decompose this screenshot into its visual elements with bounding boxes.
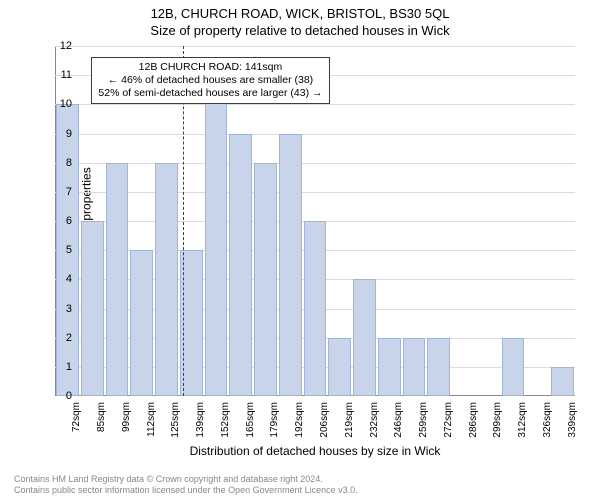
y-tick-label: 1 bbox=[66, 361, 72, 373]
y-tick-label: 2 bbox=[66, 332, 72, 344]
bar bbox=[254, 163, 277, 396]
y-tick-label: 3 bbox=[66, 303, 72, 315]
x-tick-label: 232sqm bbox=[369, 402, 380, 442]
x-tick-label: 286sqm bbox=[468, 402, 479, 442]
x-tick-label: 299sqm bbox=[492, 402, 503, 442]
x-tick-label: 125sqm bbox=[170, 402, 181, 442]
x-tick-label: 326sqm bbox=[542, 402, 553, 442]
bar bbox=[229, 134, 252, 397]
gridline bbox=[55, 163, 575, 164]
chart-subtitle: Size of property relative to detached ho… bbox=[0, 21, 600, 38]
x-tick-label: 259sqm bbox=[418, 402, 429, 442]
footer-line1: Contains HM Land Registry data © Crown c… bbox=[14, 474, 358, 485]
footer-line2: Contains public sector information licen… bbox=[14, 485, 358, 496]
y-tick-label: 0 bbox=[66, 390, 72, 402]
x-tick-label: 152sqm bbox=[220, 402, 231, 442]
bar bbox=[502, 338, 525, 396]
bar bbox=[130, 250, 153, 396]
chart-title: 12B, CHURCH ROAD, WICK, BRISTOL, BS30 5Q… bbox=[0, 0, 600, 21]
y-tick-label: 9 bbox=[66, 128, 72, 140]
y-tick-label: 5 bbox=[66, 244, 72, 256]
x-tick-label: 139sqm bbox=[195, 402, 206, 442]
y-tick-label: 7 bbox=[66, 186, 72, 198]
bar bbox=[353, 279, 376, 396]
annotation-box: 12B CHURCH ROAD: 141sqm← 46% of detached… bbox=[91, 57, 329, 104]
footer-attribution: Contains HM Land Registry data © Crown c… bbox=[14, 474, 358, 496]
y-tick-label: 12 bbox=[60, 40, 72, 52]
bar bbox=[427, 338, 450, 396]
bar bbox=[106, 163, 129, 396]
x-tick-label: 312sqm bbox=[517, 402, 528, 442]
x-tick-label: 246sqm bbox=[393, 402, 404, 442]
x-tick-label: 272sqm bbox=[443, 402, 454, 442]
x-tick-label: 179sqm bbox=[269, 402, 280, 442]
gridline bbox=[55, 46, 575, 47]
gridline bbox=[55, 192, 575, 193]
y-tick-label: 10 bbox=[60, 98, 72, 110]
y-tick-label: 11 bbox=[61, 69, 72, 81]
y-tick-label: 4 bbox=[66, 273, 72, 285]
annotation-line: 52% of semi-detached houses are larger (… bbox=[98, 87, 322, 100]
bar bbox=[551, 367, 574, 396]
bar bbox=[378, 338, 401, 396]
bar bbox=[205, 75, 228, 396]
annotation-line: 12B CHURCH ROAD: 141sqm bbox=[98, 61, 322, 74]
gridline bbox=[55, 104, 575, 105]
x-tick-label: 112sqm bbox=[146, 402, 157, 442]
bar bbox=[279, 134, 302, 397]
bar bbox=[304, 221, 327, 396]
bar bbox=[403, 338, 426, 396]
x-axis-label: Distribution of detached houses by size … bbox=[55, 444, 575, 458]
bar bbox=[328, 338, 351, 396]
x-tick-label: 165sqm bbox=[245, 402, 256, 442]
annotation-line: ← 46% of detached houses are smaller (38… bbox=[98, 74, 322, 87]
gridline bbox=[55, 134, 575, 135]
chart-plot-area: 12B CHURCH ROAD: 141sqm← 46% of detached… bbox=[55, 46, 575, 396]
x-tick-label: 206sqm bbox=[319, 402, 330, 442]
y-tick-label: 6 bbox=[66, 215, 72, 227]
bar bbox=[81, 221, 104, 396]
y-tick-label: 8 bbox=[66, 157, 72, 169]
bar bbox=[155, 163, 178, 396]
x-tick-label: 85sqm bbox=[96, 402, 107, 442]
x-tick-label: 192sqm bbox=[294, 402, 305, 442]
x-tick-label: 99sqm bbox=[121, 402, 132, 442]
x-tick-label: 219sqm bbox=[344, 402, 355, 442]
x-tick-label: 339sqm bbox=[567, 402, 578, 442]
x-tick-label: 72sqm bbox=[71, 402, 82, 442]
